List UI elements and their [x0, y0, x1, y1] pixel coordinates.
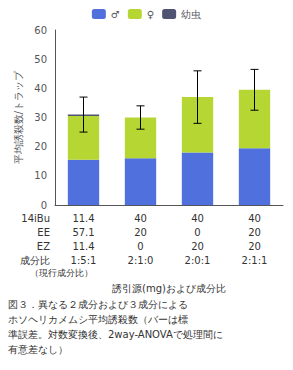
svg-text:40: 40	[34, 83, 47, 94]
svg-text:♀: ♀	[147, 9, 154, 20]
svg-text:0: 0	[41, 200, 47, 211]
svg-text:30: 30	[34, 112, 47, 123]
svg-text:0: 0	[194, 227, 200, 238]
svg-text:0: 0	[137, 241, 143, 252]
svg-text:誘引源(mg)および成分比: 誘引源(mg)および成分比	[112, 283, 226, 294]
svg-text:11.4: 11.4	[72, 241, 94, 252]
svg-text:11.4: 11.4	[72, 213, 94, 224]
svg-text:準誤差。対数変換後、2way-ANOVAで処理間に: 準誤差。対数変換後、2way-ANOVAで処理間に	[8, 329, 223, 340]
svg-text:EZ: EZ	[37, 241, 50, 252]
svg-text:57.1: 57.1	[72, 227, 94, 238]
svg-text:10: 10	[34, 170, 47, 181]
svg-text:20: 20	[34, 141, 47, 152]
svg-text:1:5:1: 1:5:1	[71, 255, 97, 266]
svg-text:図３．異なる２成分および３成分による: 図３．異なる２成分および３成分による	[8, 299, 188, 310]
svg-text:2:1:1: 2:1:1	[242, 255, 268, 266]
svg-text:幼虫: 幼虫	[181, 9, 201, 20]
svg-text:平均誘殺数/トラップ: 平均誘殺数/トラップ	[13, 70, 24, 164]
svg-text:♂: ♂	[111, 9, 120, 20]
svg-text:2:1:0: 2:1:0	[128, 255, 154, 266]
svg-text:14iBu: 14iBu	[21, 213, 50, 224]
svg-text:60: 60	[34, 25, 47, 36]
svg-text:40: 40	[191, 213, 204, 224]
svg-text:40: 40	[248, 213, 261, 224]
svg-text:EE: EE	[37, 227, 50, 238]
svg-text:2:0:1: 2:0:1	[185, 255, 211, 266]
svg-text:20: 20	[191, 241, 204, 252]
svg-text:（現行成分比）: （現行成分比）	[30, 268, 93, 278]
svg-text:成分比: 成分比	[20, 255, 50, 266]
svg-text:50: 50	[34, 54, 47, 65]
svg-text:20: 20	[248, 241, 261, 252]
svg-text:有意差なし）: 有意差なし）	[8, 344, 68, 355]
svg-text:20: 20	[248, 227, 261, 238]
svg-text:40: 40	[134, 213, 147, 224]
svg-text:20: 20	[134, 227, 147, 238]
svg-text:ホソヘリカメムシ平均誘殺数（バーは標: ホソヘリカメムシ平均誘殺数（バーは標	[8, 314, 188, 325]
